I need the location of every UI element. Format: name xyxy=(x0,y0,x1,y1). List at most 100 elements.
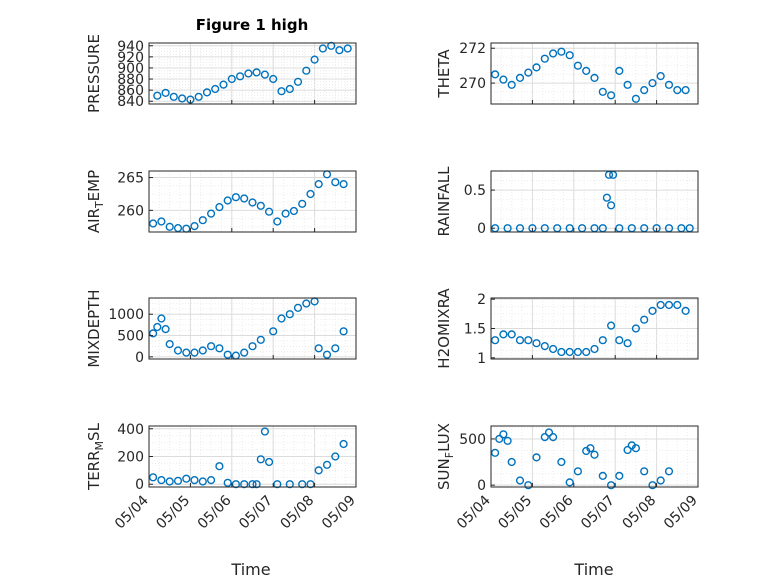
data-point xyxy=(586,444,595,453)
data-point xyxy=(681,306,690,316)
y-axis-label: MIXDEPTH xyxy=(85,289,103,367)
y-tick-label: 200 xyxy=(117,450,144,466)
data-point xyxy=(149,473,158,482)
y-axis-label: SUNFLUX xyxy=(435,423,456,490)
y-tick-label: 920 xyxy=(117,50,144,66)
y-axis-label-main: PRESSURE xyxy=(85,34,103,113)
data-point xyxy=(178,94,187,103)
data-point xyxy=(515,476,525,485)
data-point xyxy=(565,51,574,60)
y-axis-label-rest: EMP xyxy=(85,170,103,201)
data-point xyxy=(623,339,632,348)
data-point xyxy=(149,219,158,228)
y-axis-label-main: AIR xyxy=(85,208,103,233)
data-point xyxy=(339,180,348,189)
data-point xyxy=(532,453,541,462)
data-point xyxy=(198,216,207,225)
data-point xyxy=(573,347,583,357)
data-point xyxy=(631,444,641,453)
y-tick-label: 270 xyxy=(459,76,486,92)
data-point xyxy=(182,474,191,483)
data-point xyxy=(327,41,336,50)
y-axis-label: H2OMIXRA xyxy=(435,288,453,369)
data-point xyxy=(314,180,323,189)
y-tick-label: 500 xyxy=(459,432,486,448)
axes-box xyxy=(148,297,357,360)
data-point xyxy=(515,73,525,83)
data-point xyxy=(491,336,500,345)
data-point xyxy=(623,445,632,455)
data-point xyxy=(285,310,294,319)
data-point xyxy=(248,480,257,489)
data-point xyxy=(231,193,241,202)
data-point xyxy=(503,436,512,445)
data-point xyxy=(648,78,657,88)
data-point xyxy=(499,75,508,84)
data-point xyxy=(190,348,199,357)
data-point xyxy=(544,428,554,437)
y-axis-label: THETA xyxy=(435,49,453,99)
data-point xyxy=(507,457,516,467)
data-point xyxy=(664,467,674,476)
data-point xyxy=(681,85,690,95)
data-point xyxy=(602,193,612,202)
data-point xyxy=(656,300,665,310)
data-point xyxy=(265,207,274,216)
data-point xyxy=(198,477,207,486)
y-tick-label: 1000 xyxy=(108,307,144,323)
data-point xyxy=(161,88,170,98)
data-point xyxy=(631,324,641,333)
data-point xyxy=(656,476,665,485)
data-point xyxy=(153,91,162,100)
y-tick-label: 900 xyxy=(117,61,144,77)
data-point xyxy=(149,329,158,338)
y-tick-label: 400 xyxy=(117,422,144,438)
y-tick-label: 260 xyxy=(117,203,144,219)
data-point xyxy=(194,92,203,101)
data-point xyxy=(318,44,328,53)
data-point xyxy=(173,476,183,485)
data-point xyxy=(169,92,178,101)
axes-box xyxy=(148,42,357,105)
data-point xyxy=(507,80,516,89)
data-point xyxy=(215,462,224,471)
y-tick-label: 0 xyxy=(135,477,144,493)
axes-box xyxy=(490,170,699,233)
data-point xyxy=(310,55,319,64)
data-point xyxy=(606,201,616,210)
data-point xyxy=(582,66,591,76)
y-axis-label-main: MIXDEPTH xyxy=(85,289,103,367)
data-point xyxy=(285,84,294,94)
data-point xyxy=(215,344,224,353)
data-point xyxy=(161,325,170,334)
data-point xyxy=(190,222,199,231)
axes-box xyxy=(490,42,699,105)
data-point xyxy=(606,481,616,490)
data-point xyxy=(252,480,261,489)
y-tick-label: 840 xyxy=(117,94,144,110)
data-point xyxy=(207,342,216,351)
y-tick-label: 1 xyxy=(477,351,486,367)
data-point xyxy=(648,306,657,316)
data-point xyxy=(165,340,174,349)
data-point xyxy=(524,481,533,490)
y-tick-label: 1.5 xyxy=(464,322,486,338)
data-point xyxy=(293,303,303,312)
y-tick-label: 265 xyxy=(117,171,144,187)
data-point xyxy=(207,209,216,218)
data-point xyxy=(302,299,311,308)
data-point xyxy=(277,314,286,323)
data-point xyxy=(273,217,282,226)
data-point xyxy=(532,63,541,72)
axes-box xyxy=(490,425,699,488)
data-point xyxy=(165,222,174,231)
data-point xyxy=(277,87,286,96)
data-point xyxy=(507,330,516,339)
y-axis-label-main: TERR xyxy=(85,450,103,491)
data-point xyxy=(269,74,278,84)
y-axis-label-main: H2OMIXRA xyxy=(435,288,453,369)
x-axis-label-left: Time xyxy=(230,560,270,579)
data-point xyxy=(236,72,245,81)
data-point xyxy=(240,480,249,489)
